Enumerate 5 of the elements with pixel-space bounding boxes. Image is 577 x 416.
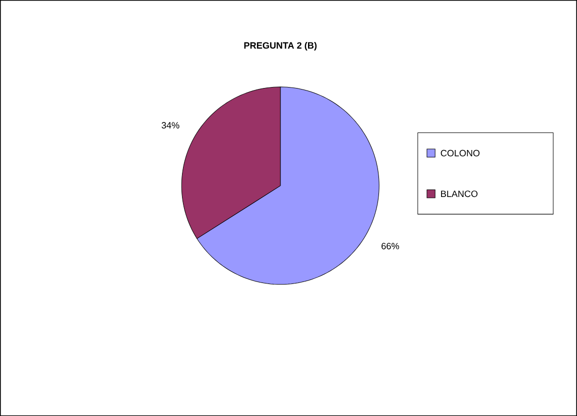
data-label: 34% bbox=[162, 122, 180, 128]
legend-label: COLONO bbox=[440, 150, 480, 156]
data-label: 66% bbox=[382, 242, 400, 250]
legend-label: BLANCO bbox=[441, 190, 478, 197]
chart-title: PREGUNTA 2 (B) bbox=[244, 42, 317, 50]
